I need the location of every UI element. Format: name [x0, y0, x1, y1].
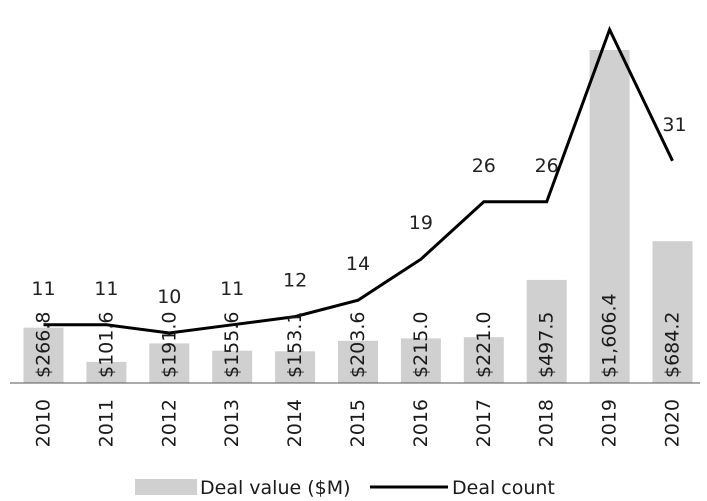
- x-tick-2016: 2016: [410, 399, 432, 447]
- x-tick-2011: 2011: [95, 399, 117, 447]
- x-tick-2013: 2013: [221, 399, 243, 447]
- x-tick-2015: 2015: [347, 399, 369, 447]
- count-label-2018: 26: [535, 155, 559, 177]
- bar-2017: [463, 337, 504, 383]
- count-label-2019: 47: [598, 0, 622, 5]
- x-tick-2017: 2017: [473, 399, 495, 447]
- bar-2020: [652, 241, 693, 383]
- count-label-2017: 26: [472, 155, 496, 177]
- legend-swatch-deal-value: [135, 479, 197, 495]
- bar-2013: [212, 350, 253, 383]
- bar-2010: [23, 327, 64, 383]
- count-label-2015: 14: [346, 253, 370, 275]
- deal-count-labels: 11 11 10 11 12 14 19 26 26 47 31: [31, 0, 686, 308]
- legend-label-deal-count: Deal count: [452, 477, 555, 499]
- bar-2018: [526, 279, 567, 383]
- x-tick-2019: 2019: [599, 399, 621, 447]
- count-label-2010: 11: [31, 278, 55, 300]
- x-axis-tick-labels: 2010 2011 2012 2013 2014 2015 2016 2017 2018 2019…: [33, 399, 684, 447]
- legend-label-deal-value: Deal value ($M): [200, 477, 351, 499]
- count-label-2020: 31: [662, 114, 686, 136]
- value-label-2016: $215.0: [410, 312, 432, 378]
- value-label-2017: $221.0: [473, 312, 495, 378]
- value-label-2011: $101.6: [95, 312, 117, 378]
- bar-2014: [275, 351, 316, 383]
- count-label-2012: 10: [157, 286, 181, 308]
- count-label-2011: 11: [94, 278, 118, 300]
- value-label-2018: $497.5: [536, 312, 558, 378]
- value-label-2020: $684.2: [662, 312, 684, 378]
- legend: Deal value ($M) Deal count: [135, 477, 555, 499]
- value-label-2019: $1,606.4: [599, 293, 621, 378]
- x-tick-2018: 2018: [536, 399, 558, 447]
- value-label-2013: $155.6: [221, 312, 243, 378]
- deal-value-bars: [23, 50, 693, 383]
- x-tick-2020: 2020: [662, 399, 684, 447]
- count-label-2014: 12: [283, 270, 307, 292]
- value-label-2012: $191.0: [158, 312, 180, 378]
- deal-value-labels: $266.8 $101.6 $191.0 $155.6 $153.1 $203.6 $215…: [33, 293, 684, 378]
- x-tick-2012: 2012: [158, 399, 180, 447]
- bar-2011: [86, 361, 127, 383]
- deal-count-line-layer: [43, 25, 674, 335]
- x-tick-2010: 2010: [33, 399, 55, 447]
- deal-count-line: [43, 25, 674, 335]
- count-label-2016: 19: [409, 212, 433, 234]
- bar-2019: [589, 50, 630, 383]
- bar-2015: [338, 340, 378, 383]
- bar-2012: [149, 343, 190, 383]
- bar-2016: [400, 338, 441, 383]
- count-label-2013: 11: [220, 278, 244, 300]
- x-tick-2014: 2014: [284, 399, 306, 447]
- value-label-2014: $153.1: [284, 312, 306, 378]
- value-label-2015: $203.6: [347, 312, 369, 378]
- value-label-2010: $266.8: [33, 312, 55, 378]
